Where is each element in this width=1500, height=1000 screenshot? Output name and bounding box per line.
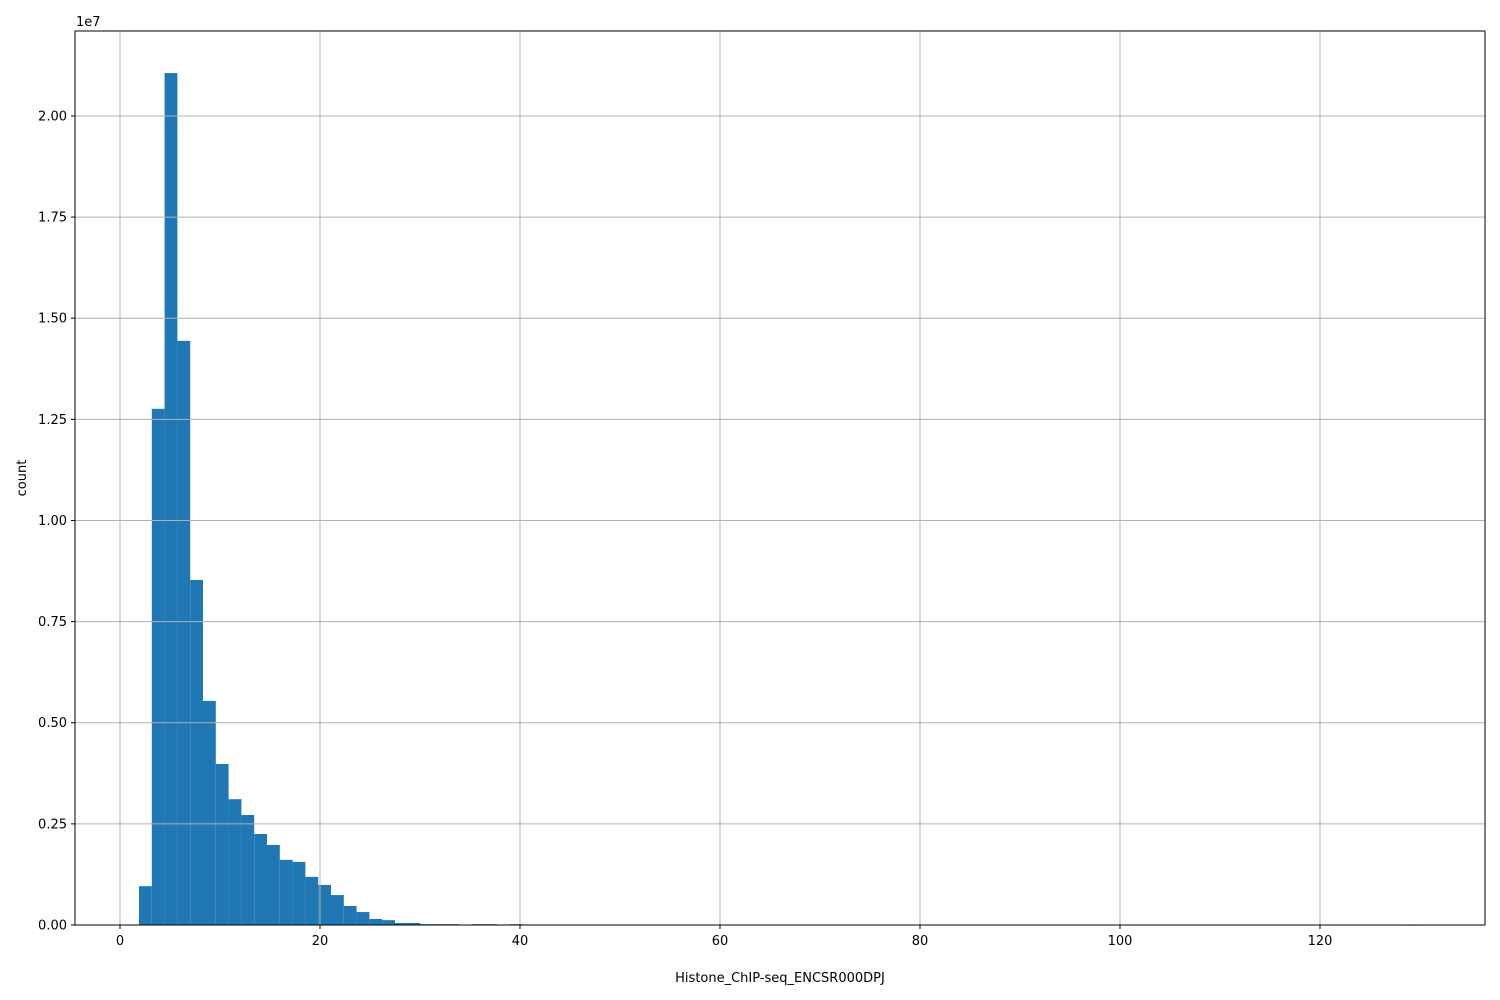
y-tick-label: 0.50 [38,716,67,731]
y-tick-label: 1.25 [38,413,67,428]
x-tick-label: 80 [912,934,929,949]
y-tick-label: 0.75 [38,615,67,630]
y-tick-label: 1.00 [38,514,67,529]
y-tick-label: 2.00 [38,109,67,124]
histogram-bar [369,918,383,925]
histogram-bar [177,340,191,925]
histogram-bar [407,922,421,925]
y-tick-label: 1.75 [38,211,67,226]
y-axis-label: count [15,460,30,497]
histogram-bar [215,763,229,925]
x-tick-label: 120 [1308,934,1333,949]
y-offset-label: 1e7 [76,15,101,30]
histogram-bar [356,912,370,925]
histogram-bar [279,859,293,925]
histogram-bar [343,905,357,925]
x-tick-label: 20 [312,934,329,949]
y-tick-label: 0.00 [38,919,67,934]
x-tick-label: 100 [1108,934,1133,949]
histogram-bar [318,884,331,925]
histogram-bar [151,408,165,925]
histogram-bar [267,844,280,925]
y-axis: 0.00 0.25 0.50 0.75 1.00 1.25 1.50 1.75 2.00 [38,109,75,934]
histogram-bar [228,799,242,925]
histogram-bar [190,579,203,925]
axes-frame [74,30,1486,926]
histogram-bar [395,922,408,925]
x-axis: 0 20 40 60 80 100 120 [116,925,1333,949]
y-tick-label: 0.25 [38,817,67,832]
histogram-bar [292,861,306,925]
y-tick-label: 1.50 [38,312,67,327]
histogram-bar [241,814,255,925]
x-tick-label: 60 [712,934,729,949]
x-tick-label: 0 [116,934,124,949]
histogram-bar [164,73,178,926]
histogram-bar [331,895,344,925]
histogram-bar [203,700,216,925]
grid [75,31,1485,926]
histogram-bar [254,833,267,925]
x-tick-label: 40 [512,934,529,949]
bars [139,73,1419,926]
histogram-bar [139,886,152,925]
histogram-bar [382,920,395,925]
x-axis-label: Histone_ChIP-seq_ENCSR000DPJ [675,971,885,986]
histogram-bar [305,876,319,925]
